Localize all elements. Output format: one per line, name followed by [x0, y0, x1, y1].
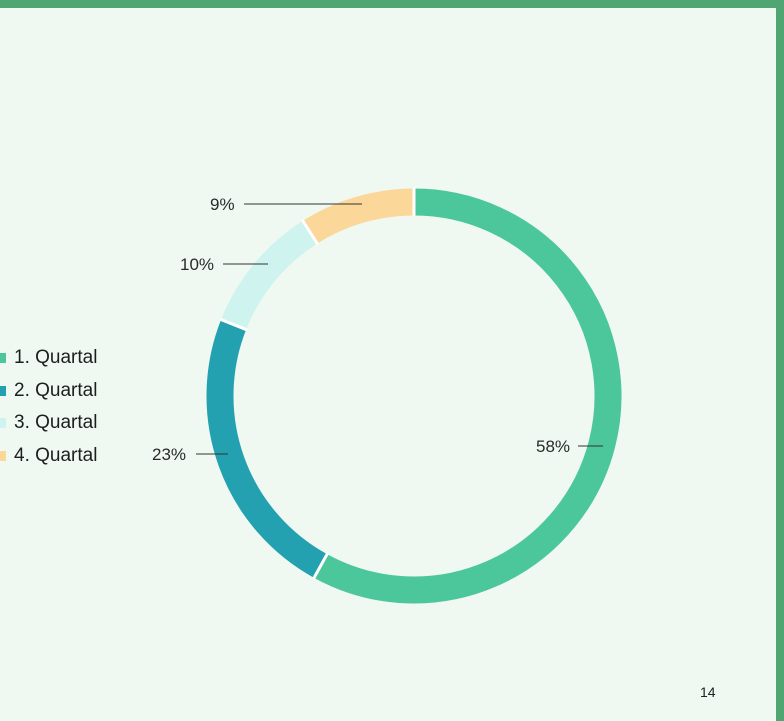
- donut-segment-q4: [302, 188, 415, 244]
- legend-label-q1: 1. Quartal: [14, 347, 98, 369]
- legend-label-q3: 3. Quartal: [14, 412, 98, 434]
- legend-label-q4: 4. Quartal: [14, 444, 98, 466]
- legend-item-q2: 2. Quartal: [0, 375, 97, 408]
- legend-label-q2: 2. Quartal: [14, 379, 98, 401]
- data-label-q4: 9%: [210, 195, 235, 214]
- data-label-q1: 58%: [536, 437, 570, 456]
- donut-segment-q3: [221, 220, 318, 330]
- donut-segment-q1: [314, 188, 622, 604]
- data-label-q3: 10%: [180, 255, 214, 274]
- legend-swatch-q4: [0, 450, 6, 461]
- donut-segment-q2: [206, 319, 328, 578]
- slide: 1. Quartal 2. Quartal 3. Quartal 4. Quar…: [0, 8, 776, 721]
- donut-chart: 58% 23% 10% 9%: [152, 187, 622, 604]
- page-number: 14: [700, 684, 716, 700]
- legend-item-q4: 4. Quartal: [0, 440, 97, 473]
- chart-legend: 1. Quartal 2. Quartal 3. Quartal 4. Quar…: [0, 342, 97, 472]
- legend-swatch-q1: [0, 353, 6, 364]
- legend-swatch-q3: [0, 418, 6, 429]
- segment-separator: [312, 552, 329, 580]
- segment-separator: [219, 317, 248, 332]
- segment-separator: [301, 219, 320, 246]
- data-label-q2: 23%: [152, 445, 186, 464]
- legend-item-q3: 3. Quartal: [0, 407, 97, 440]
- legend-swatch-q2: [0, 385, 6, 396]
- legend-item-q1: 1. Quartal: [0, 342, 97, 375]
